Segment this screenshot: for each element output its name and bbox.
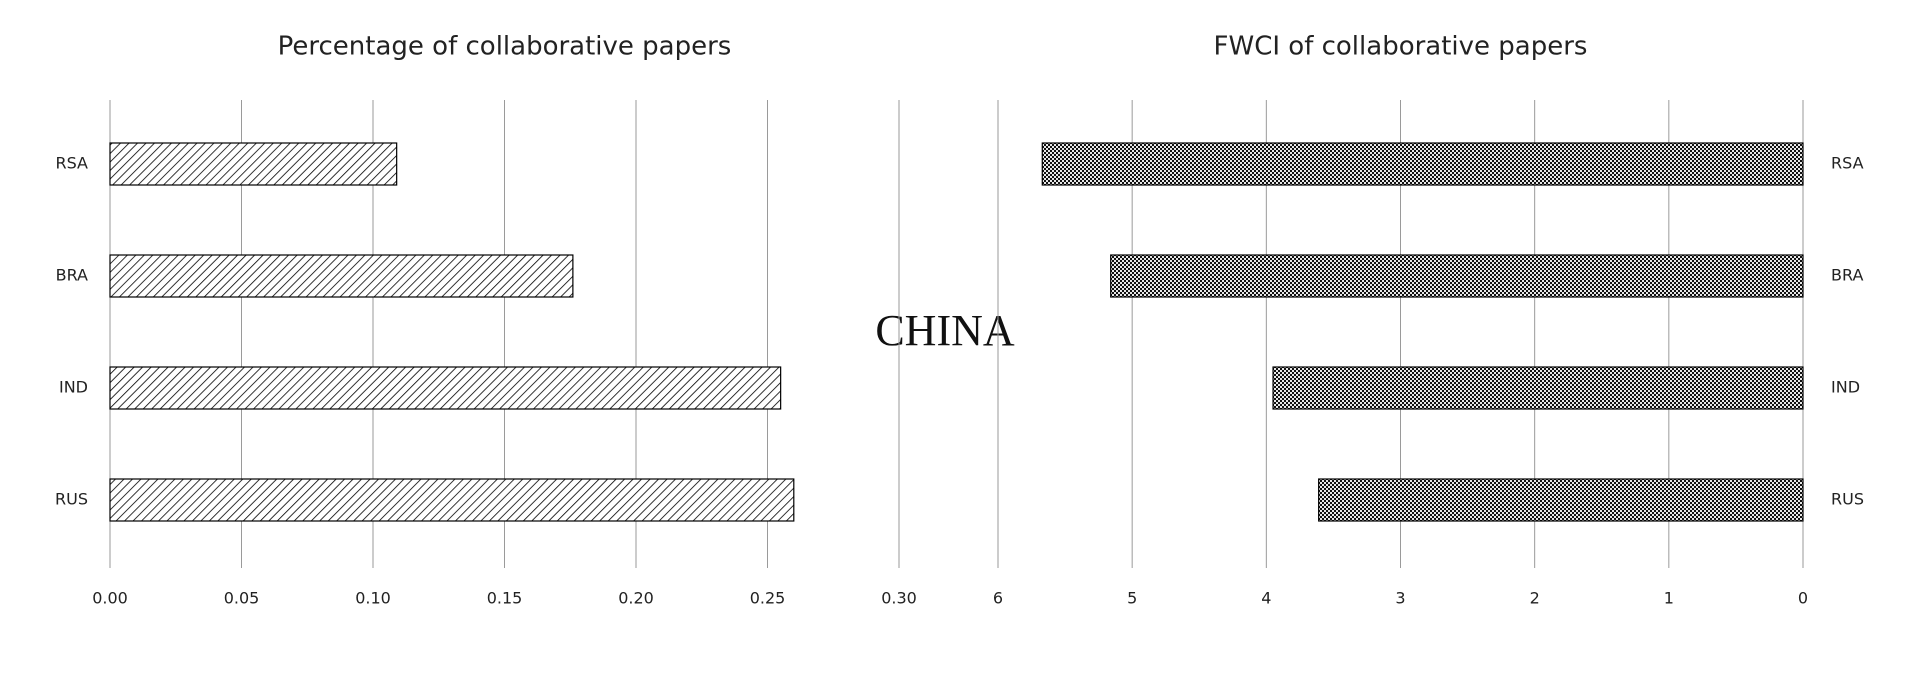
- y-tick-label: BRA: [56, 266, 88, 285]
- bar: [1110, 254, 1804, 298]
- x-tick-label: 0: [1798, 589, 1808, 608]
- chart-title: FWCI of collaborative papers: [1214, 32, 1588, 62]
- x-tick-label: 0.05: [224, 589, 260, 608]
- bar: [109, 478, 795, 522]
- x-tick-label: 0.00: [92, 589, 128, 608]
- x-tick-label: 1: [1664, 589, 1674, 608]
- bar: [109, 366, 782, 410]
- x-tick-label: 0.25: [750, 589, 786, 608]
- bar: [1041, 142, 1804, 186]
- x-tick-label: 3: [1395, 589, 1405, 608]
- x-tick-label: 0.20: [618, 589, 654, 608]
- bar: [1272, 366, 1804, 410]
- y-tick-label: RSA: [1831, 154, 1864, 173]
- y-tick-label: RUS: [55, 490, 88, 509]
- x-tick-label: 2: [1530, 589, 1540, 608]
- bar: [1318, 478, 1804, 522]
- chart-title: Percentage of collaborative papers: [278, 32, 732, 62]
- x-tick-label: 0.30: [881, 589, 917, 608]
- y-tick-label: IND: [59, 378, 88, 397]
- x-tick-label: 5: [1127, 589, 1137, 608]
- center-label: CHINA: [875, 306, 1015, 355]
- y-tick-label: RUS: [1831, 490, 1864, 509]
- y-tick-label: IND: [1831, 378, 1860, 397]
- y-tick-label: RSA: [55, 154, 88, 173]
- x-tick-label: 0.10: [355, 589, 391, 608]
- y-tick-label: BRA: [1831, 266, 1863, 285]
- x-tick-label: 6: [993, 589, 1003, 608]
- bar: [109, 142, 398, 186]
- bar: [109, 254, 574, 298]
- x-tick-label: 4: [1261, 589, 1271, 608]
- x-tick-label: 0.15: [487, 589, 523, 608]
